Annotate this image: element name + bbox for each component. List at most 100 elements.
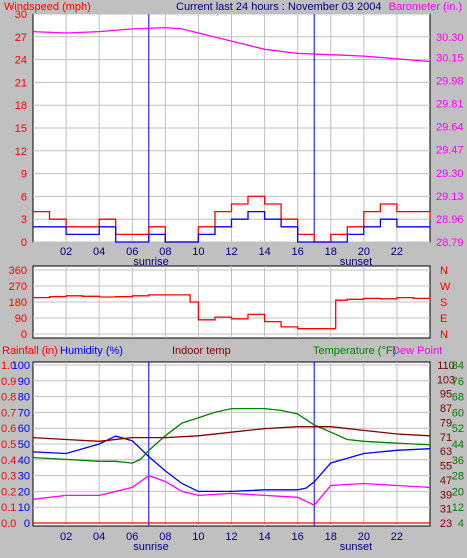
series-line-temperature-f xyxy=(32,407,431,464)
series-line-humidity xyxy=(32,435,431,493)
series-line-indoor-temp xyxy=(32,426,431,442)
series-line-wind-direction xyxy=(33,294,431,330)
hour-tick-14: 14 xyxy=(258,246,270,258)
direction-compass-tick-1: E xyxy=(440,313,447,325)
hour-tick-22: 22 xyxy=(391,246,403,258)
direction-panel-series xyxy=(33,294,431,330)
dew-point-tick-5: 44 xyxy=(452,439,464,451)
temperature-tick-8: 87 xyxy=(440,403,452,415)
hour-tick-20: 20 xyxy=(358,246,370,258)
temperature-panel-grid xyxy=(33,362,430,526)
hour-tick-06: 06 xyxy=(126,246,138,258)
direction-compass-tick-3: W xyxy=(440,281,451,293)
dew-point-tick-6: 52 xyxy=(452,423,464,435)
rainfall-tick-0: 0.0 xyxy=(1,518,16,530)
humidity-axis-label: Humidity (%) xyxy=(60,345,123,357)
sunrise-label-panel-1: sunrise xyxy=(133,256,168,268)
windspeed-tick-12: 12 xyxy=(15,146,27,158)
rainfall-axis: 0.0 0.1 0.2 0.3 0.4 0.5 0.6 0.7 0.8 0.9 1.0 xyxy=(1,360,16,530)
barometer-axis: 28.79 28.96 29.13 29.30 29.47 29.64 29.81 29.98… xyxy=(436,32,464,249)
hour-tick-02: 02 xyxy=(60,246,72,258)
temperature-tick-10: 103 xyxy=(437,374,455,386)
rainfall-tick-1: 0.1 xyxy=(1,502,16,514)
hour-tick-bottom-04: 04 xyxy=(93,531,105,543)
rainfall-tick-4: 0.4 xyxy=(1,455,16,467)
direction-compass-tick-4: N xyxy=(440,265,448,277)
rainfall-tick-10: 1.0 xyxy=(1,360,16,372)
hour-tick-bottom-06: 06 xyxy=(126,531,138,543)
direction-degree-tick-2: 180 xyxy=(9,297,27,309)
dew-point-tick-8: 68 xyxy=(452,392,464,404)
humidity-tick-5: 50 xyxy=(18,439,30,451)
direction-compass-tick-2: S xyxy=(440,297,447,309)
barometer-tick-0: 28.79 xyxy=(436,237,464,249)
temperature-tick-9: 95 xyxy=(440,389,452,401)
hour-tick-18: 18 xyxy=(325,246,337,258)
series-line-windspeed-mph xyxy=(33,195,431,243)
series-line-barometer-in xyxy=(32,26,431,63)
humidity-tick-9: 90 xyxy=(18,376,30,388)
direction-degree-axis: 0 90 180 270 360 xyxy=(9,265,27,341)
dew-point-axis-label: Dew Point xyxy=(392,345,442,357)
temperature-tick-7: 79 xyxy=(440,417,452,429)
indoor-temp-label: Indoor temp xyxy=(172,345,231,357)
hour-tick-bottom-08: 08 xyxy=(159,531,171,543)
barometer-tick-9: 30.30 xyxy=(436,32,464,44)
hour-tick-bottom-02: 02 xyxy=(60,531,72,543)
windspeed-axis-label: Windspeed (mph) xyxy=(4,1,91,13)
rainfall-tick-8: 0.8 xyxy=(1,392,16,404)
temperature-tick-4: 55 xyxy=(440,461,452,473)
dew-point-tick-1: 12 xyxy=(452,502,464,514)
temperature-tick-1: 31 xyxy=(440,504,452,516)
wind-panel-grid xyxy=(33,13,430,243)
temperature-tick-0: 23 xyxy=(440,518,452,530)
wind-panel-time-axis: 02 04 06 08 10 12 14 16 18 20 22 xyxy=(60,246,403,258)
windspeed-tick-27: 27 xyxy=(15,32,27,44)
hour-tick-04: 04 xyxy=(93,246,105,258)
sunrise-label-panel-3: sunrise xyxy=(133,541,168,553)
hour-tick-16: 16 xyxy=(292,246,304,258)
rainfall-tick-6: 0.6 xyxy=(1,423,16,435)
temperature-tick-2: 39 xyxy=(440,489,452,501)
humidity-tick-10: 100 xyxy=(12,360,30,372)
rainfall-tick-2: 0.2 xyxy=(1,486,16,498)
dew-point-tick-9: 76 xyxy=(452,376,464,388)
dew-point-axis: 4 12 20 28 36 44 52 60 68 76 84 xyxy=(452,360,464,530)
series-line-wind-gust-mph xyxy=(33,210,430,243)
direction-compass-tick-0: N xyxy=(440,329,448,341)
barometer-tick-6: 29.81 xyxy=(436,99,464,111)
humidity-tick-7: 70 xyxy=(18,407,30,419)
barometer-tick-4: 29.47 xyxy=(436,145,464,157)
temperature-axis-label: Temperature (°F) xyxy=(313,345,396,357)
rainfall-tick-7: 0.7 xyxy=(1,407,16,419)
direction-degree-tick-1: 90 xyxy=(15,313,27,325)
temperature-tick-6: 71 xyxy=(440,432,452,444)
direction-degree-tick-0: 0 xyxy=(21,329,27,341)
humidity-axis: 0 10 20 30 40 50 60 70 80 90 100 xyxy=(12,360,30,530)
hour-tick-bottom-20: 20 xyxy=(358,531,370,543)
temperature-panel-series xyxy=(32,407,431,524)
dew-point-tick-0: 4 xyxy=(458,518,464,530)
hour-tick-10: 10 xyxy=(192,246,204,258)
windspeed-axis: 0 3 6 9 12 15 18 21 24 27 30 xyxy=(15,9,27,249)
windspeed-tick-18: 18 xyxy=(15,100,27,112)
temperature-tick-11: 110 xyxy=(437,360,455,372)
hour-tick-bottom-22: 22 xyxy=(391,531,403,543)
wind-panel-series xyxy=(32,26,431,243)
windspeed-tick-24: 24 xyxy=(15,55,27,67)
barometer-tick-8: 30.15 xyxy=(436,52,464,64)
windspeed-tick-6: 6 xyxy=(21,191,27,203)
humidity-tick-8: 80 xyxy=(18,392,30,404)
windspeed-tick-21: 21 xyxy=(15,77,27,89)
windspeed-tick-0: 0 xyxy=(21,237,27,249)
windspeed-tick-3: 3 xyxy=(21,214,27,226)
chart-header-title: Current last 24 hours : November 03 2004 xyxy=(176,1,381,13)
rainfall-tick-5: 0.5 xyxy=(1,439,16,451)
barometer-tick-5: 29.64 xyxy=(436,122,464,134)
windspeed-tick-9: 9 xyxy=(21,169,27,181)
humidity-tick-6: 60 xyxy=(18,423,30,435)
humidity-tick-2: 20 xyxy=(18,486,30,498)
hour-tick-bottom-12: 12 xyxy=(225,531,237,543)
humidity-tick-3: 30 xyxy=(18,471,30,483)
